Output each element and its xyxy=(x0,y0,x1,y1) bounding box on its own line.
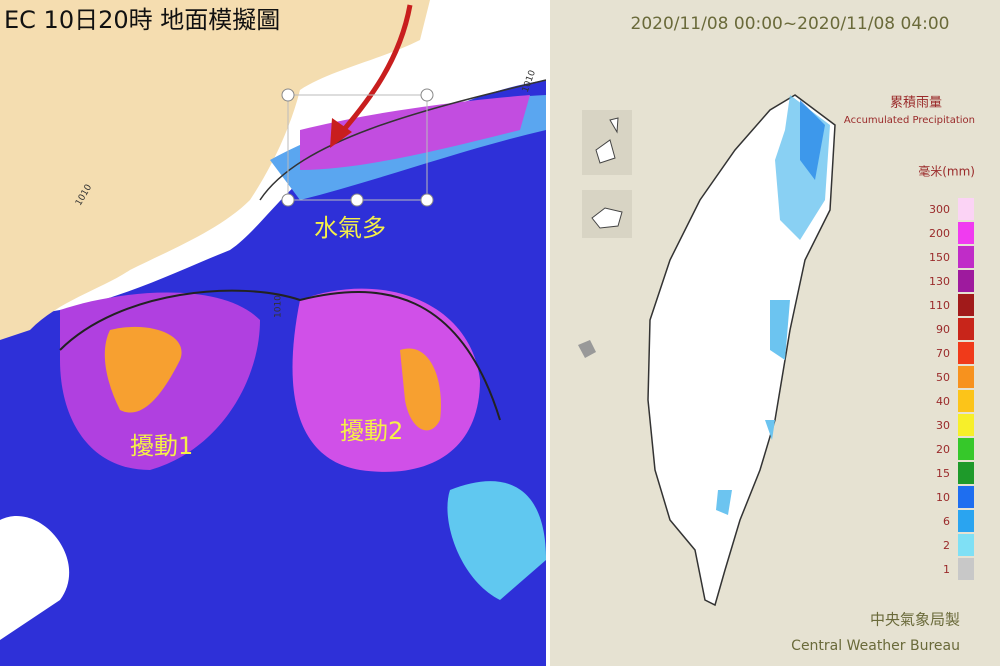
rain-area xyxy=(800,100,825,180)
legend-label: 90 xyxy=(936,323,950,336)
title-bg xyxy=(0,0,320,40)
legend-swatch xyxy=(958,486,974,508)
legend-swatch xyxy=(958,198,974,220)
legend-swatch xyxy=(958,510,974,532)
island xyxy=(578,340,596,358)
right-map: 2020/11/08 00:00~2020/11/08 04:00 累積雨量 A… xyxy=(550,0,1000,666)
arrow xyxy=(333,4,413,142)
disturbance-1-core xyxy=(104,326,182,413)
dry-area xyxy=(0,516,70,640)
island xyxy=(591,207,623,229)
island xyxy=(595,117,619,164)
legend-label: 30 xyxy=(936,419,950,432)
legend-swatch xyxy=(958,294,974,316)
legend-swatch xyxy=(958,222,974,244)
credit-en: Central Weather Bureau xyxy=(791,638,960,654)
moist-band xyxy=(300,95,530,170)
legend-swatch xyxy=(958,318,974,340)
rain-area xyxy=(716,300,790,515)
isobar xyxy=(59,289,501,421)
handle xyxy=(281,88,295,102)
time-range: 2020/11/08 00:00~2020/11/08 04:00 xyxy=(631,14,950,34)
legend-swatch xyxy=(958,438,974,460)
legend-swatch xyxy=(958,414,974,436)
disturbance-2-core xyxy=(400,348,441,431)
legend-label: 1 xyxy=(943,563,950,576)
legend-swatch xyxy=(958,246,974,268)
handle xyxy=(281,193,295,207)
legend-label: 15 xyxy=(936,467,950,480)
arrow-head xyxy=(330,118,352,148)
legend-swatch xyxy=(958,270,974,292)
handle xyxy=(350,193,364,207)
moist-area xyxy=(447,481,546,600)
left-map: 1010 1010 1010 EC 10日20時 地面模擬圖 水氣多 擾動1 擾… xyxy=(0,0,547,666)
legend-swatch xyxy=(958,558,974,580)
handle xyxy=(420,88,434,102)
legend-label: 110 xyxy=(929,299,950,312)
legend-label: 10 xyxy=(936,491,950,504)
handle xyxy=(420,193,434,207)
legend-label: 40 xyxy=(936,395,950,408)
credit-zh: 中央氣象局製 xyxy=(870,611,960,629)
annotation: 擾動2 xyxy=(340,417,403,445)
legend-swatch xyxy=(958,390,974,412)
annotation: 水氣多 xyxy=(314,214,386,242)
legend-label: 70 xyxy=(936,347,950,360)
legend-swatch xyxy=(958,366,974,388)
legend-swatch xyxy=(958,534,974,556)
legend-label: 6 xyxy=(943,515,950,528)
isobar xyxy=(259,79,547,201)
legend-unit: 毫米(mm) xyxy=(918,164,975,179)
legend-label: 2 xyxy=(943,539,950,552)
legend-label: 300 xyxy=(929,203,950,216)
legend-label: 200 xyxy=(929,227,950,240)
legend-subtitle: Accumulated Precipitation xyxy=(844,115,975,126)
legend-label: 50 xyxy=(936,371,950,384)
divider xyxy=(546,0,550,666)
isobar-label: 1010 xyxy=(274,295,284,318)
legend-label: 150 xyxy=(929,251,950,264)
annotation: 擾動1 xyxy=(130,432,193,460)
legend-swatch xyxy=(958,342,974,364)
legend-title: 累積雨量 xyxy=(890,96,942,111)
legend-label: 20 xyxy=(936,443,950,456)
land xyxy=(0,0,430,340)
map-title: EC 10日20時 地面模擬圖 xyxy=(4,6,280,34)
legend-label: 130 xyxy=(929,275,950,288)
legend-swatch xyxy=(958,462,974,484)
